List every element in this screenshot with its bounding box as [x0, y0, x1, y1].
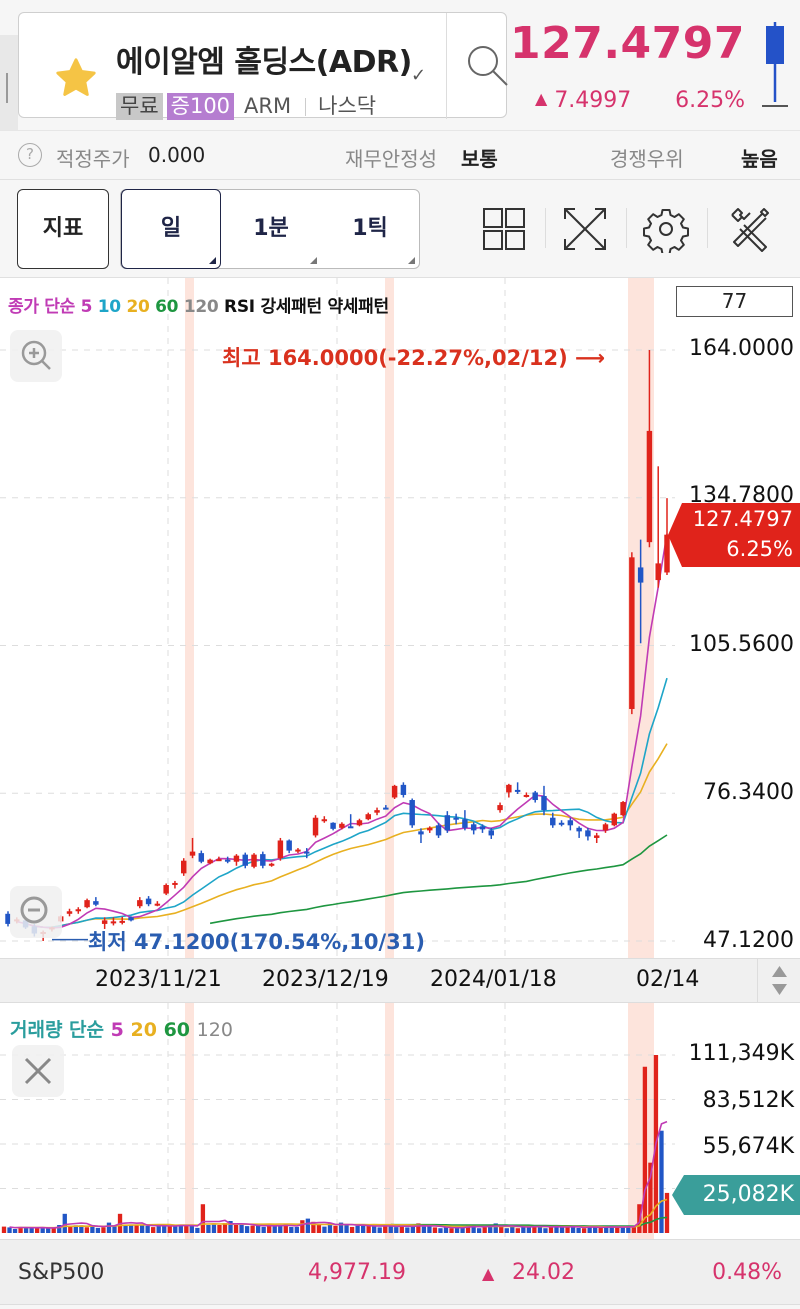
stock-name[interactable]: 에이알엠 홀딩스(ADR)	[116, 45, 412, 80]
period-1min-button[interactable]: 1분	[221, 190, 321, 268]
candlestick-plot[interactable]	[0, 278, 800, 958]
search-icon	[468, 46, 508, 86]
ticker-symbol: ARM	[244, 94, 292, 118]
arrow-right-icon: ⟶	[567, 346, 606, 370]
volume-chart[interactable]: 거래량 단순 5 20 60 120 111,349K 83,512K 55,6…	[0, 1003, 800, 1239]
free-badge: 무료	[116, 93, 163, 120]
current-volume-flag: 25,082K	[672, 1175, 800, 1215]
volume-legend[interactable]: 거래량 단순 5 20 60 120	[10, 1019, 233, 1041]
y-axis-tick: 76.3400	[703, 780, 794, 805]
period-selector: 일 1분 1틱	[120, 189, 420, 269]
pane-resize-button[interactable]	[757, 959, 800, 1002]
volume-bars	[0, 1003, 675, 1239]
search-button[interactable]	[446, 13, 526, 119]
margin-badge: 증100	[166, 93, 235, 120]
zoom-in-button[interactable]	[10, 330, 62, 382]
stock-title-box[interactable]: 에이알엠 홀딩스(ADR) ✓ 무료 증100 ARM 나스닥	[18, 12, 508, 120]
mini-candle-icon	[762, 22, 788, 107]
fair-price-label: 적정주가	[56, 147, 130, 171]
competitive-advantage-label: 경쟁우위	[610, 147, 684, 171]
chevron-down-icon[interactable]: ✓	[411, 65, 427, 86]
layout-grid-icon[interactable]	[480, 205, 528, 253]
volume-axis-tick: 55,674K	[702, 1134, 794, 1159]
settings-gear-icon[interactable]	[642, 205, 690, 253]
index-ticker-bar[interactable]: S&P500 4,977.19 ▲ 24.02 0.48%	[0, 1239, 800, 1305]
favorite-star-icon[interactable]	[53, 55, 99, 101]
low-price-annotation: 최저 47.1200(170.54%,10/31)	[88, 930, 425, 954]
tools-icon[interactable]	[726, 205, 774, 253]
x-axis-tick: 2024/01/18	[430, 967, 557, 992]
price-change-percent: 6.25%	[675, 88, 745, 113]
y-axis-tick: 164.0000	[689, 336, 794, 361]
financial-stability-label: 재무안정성	[345, 147, 437, 171]
divider	[707, 208, 708, 248]
side-drawer-handle[interactable]	[0, 35, 18, 145]
exchange-name: 나스닥	[318, 94, 377, 118]
indicator-legend[interactable]: 종가 단순 5 10 20 60 120 RSI 강세패턴 약세패턴	[8, 297, 389, 317]
index-change: 24.02	[512, 1260, 575, 1285]
x-axis-date-row[interactable]: 2023/11/21 2023/12/19 2024/01/18 02/14	[0, 958, 800, 1003]
period-1tick-button[interactable]: 1틱	[321, 190, 419, 268]
close-icon	[24, 1057, 52, 1085]
financial-stability-value: 보통	[461, 147, 498, 171]
rsi-value-box: 77	[676, 286, 793, 317]
help-icon[interactable]: ?	[18, 143, 42, 167]
index-name: S&P500	[18, 1260, 105, 1285]
period-day-button[interactable]: 일	[121, 189, 221, 269]
chart-toolbar: 지표 일 1분 1틱	[0, 180, 800, 278]
indicator-button[interactable]: 지표	[17, 189, 109, 269]
index-change-percent: 0.48%	[712, 1260, 782, 1285]
divider	[305, 97, 307, 116]
volume-axis-tick: 83,512K	[702, 1088, 794, 1113]
up-down-arrows-icon	[772, 966, 787, 995]
zoom-out-icon	[20, 896, 48, 924]
valuation-info-row: ? 적정주가 0.000 재무안정성 보통 경쟁우위 높음	[0, 130, 800, 180]
x-axis-tick: 02/14	[636, 967, 700, 992]
competitive-advantage-value: 높음	[741, 147, 778, 171]
current-price-flag: 127.4797 6.25%	[668, 503, 800, 567]
x-axis-tick: 2023/12/19	[262, 967, 389, 992]
stock-tags: 무료 증100 ARM 나스닥	[116, 93, 384, 120]
x-axis-tick: 2023/11/21	[95, 967, 222, 992]
current-price: 127.4797	[509, 18, 745, 69]
up-arrow-icon: ▲	[535, 89, 548, 108]
y-axis-tick: 105.5600	[689, 632, 794, 657]
fullscreen-icon[interactable]	[561, 205, 609, 253]
index-value: 4,977.19	[308, 1260, 406, 1285]
header: 에이알엠 홀딩스(ADR) ✓ 무료 증100 ARM 나스닥 127.4797…	[0, 0, 800, 145]
up-arrow-icon: ▲	[482, 1264, 495, 1283]
zoom-out-button[interactable]	[10, 886, 62, 938]
volume-axis-tick: 111,349K	[688, 1041, 794, 1066]
close-volume-button[interactable]	[12, 1045, 64, 1097]
divider	[545, 208, 546, 248]
price-change: ▲ 7.4997	[535, 88, 632, 113]
high-price-annotation: 최고 164.0000(-22.27%,02/12) ⟶	[222, 346, 606, 370]
y-axis-tick: 47.1200	[703, 928, 794, 953]
fair-price-value: 0.000	[148, 143, 206, 167]
zoom-in-icon	[21, 340, 51, 370]
price-chart[interactable]: 종가 단순 5 10 20 60 120 RSI 강세패턴 약세패턴 77	[0, 278, 800, 958]
divider	[626, 208, 627, 248]
